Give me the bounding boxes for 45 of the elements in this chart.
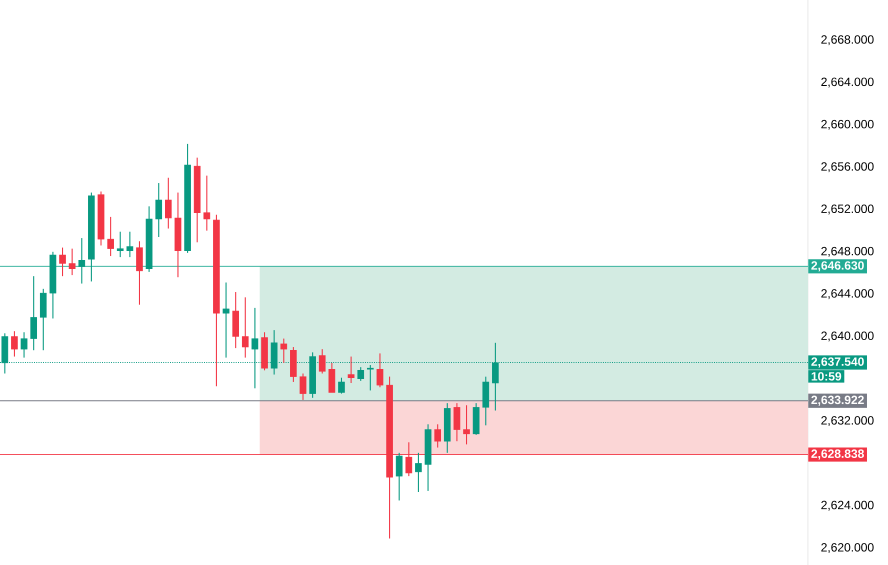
candlestick [376, 352, 384, 388]
candlestick [328, 362, 336, 394]
candlestick [357, 366, 364, 382]
candlestick [107, 216, 114, 257]
candlestick [78, 238, 86, 284]
y-tick-label: 2,624.000 [821, 500, 874, 511]
candlestick [155, 182, 162, 238]
ref-line-label: 2,637.540 [811, 357, 864, 368]
candlestick [164, 177, 172, 230]
y-tick-label: 2,656.000 [821, 162, 874, 172]
ref-line-label: 2,628.838 [811, 449, 864, 460]
y-tick-label: 2,668.000 [821, 35, 874, 46]
candlestick [366, 364, 374, 391]
y-tick-label: 2,644.000 [821, 289, 874, 300]
candlestick [126, 231, 134, 258]
ref-line-label: 2,633.922 [811, 396, 864, 406]
candlestick [300, 372, 306, 400]
candlestick [396, 452, 403, 501]
candlestick [116, 231, 124, 258]
y-tick-label: 2,620.000 [821, 543, 874, 554]
candlestick [338, 377, 345, 394]
y-tick-label: 2,660.000 [821, 120, 874, 130]
candlestick [318, 348, 326, 374]
y-tick-label: 2,652.000 [821, 204, 874, 214]
y-tick-label: 2,632.000 [821, 416, 874, 426]
candlestick [348, 356, 354, 384]
candlestick [415, 452, 422, 493]
candlestick [68, 248, 76, 276]
y-tick-label: 2,664.000 [821, 78, 874, 88]
text: 10:59 [812, 372, 842, 381]
candlestick [222, 282, 230, 358]
candlestick [30, 276, 38, 351]
y-tick-label: 2,640.000 [821, 332, 874, 342]
candlestick [20, 332, 28, 358]
candlestick [136, 240, 143, 306]
candlestick [11, 330, 18, 358]
y-tick-label: 2,648.000 [821, 246, 874, 257]
candlestick [454, 402, 460, 442]
ref-line-label: 2,646.630 [811, 261, 864, 272]
candlestick [242, 296, 249, 358]
candlestick [434, 424, 442, 448]
candlestick [203, 175, 210, 232]
candlestick [280, 338, 288, 364]
candlestick [463, 404, 470, 445]
candlestick [59, 247, 66, 277]
